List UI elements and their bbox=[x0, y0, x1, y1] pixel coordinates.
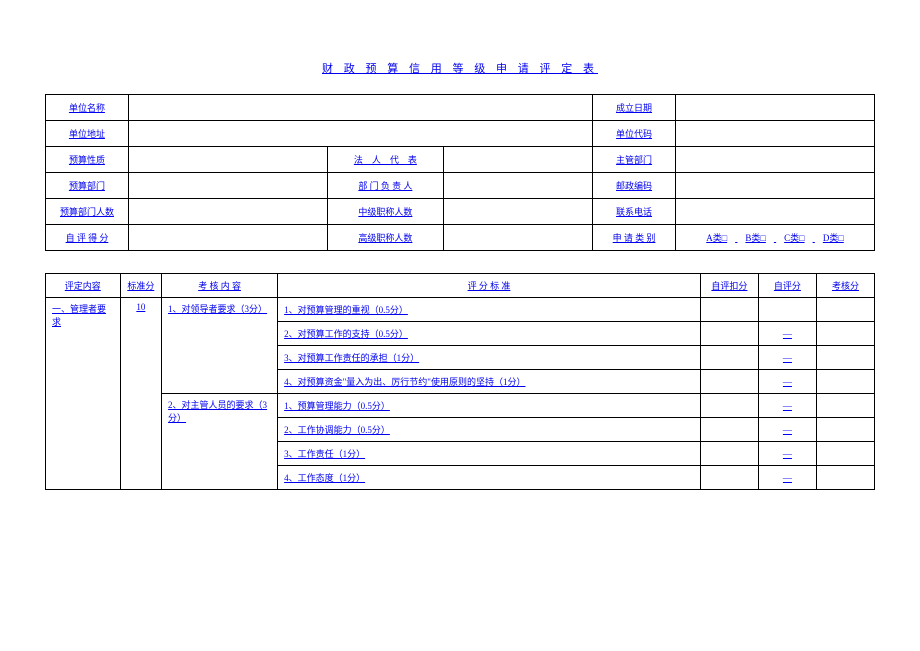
hdr-assess: 考 核 内 容 bbox=[162, 274, 278, 298]
label-budget-nature: 预算性质 bbox=[46, 147, 129, 173]
cell-deduct bbox=[700, 394, 758, 418]
label-apply-cat: 申 请 类 别 bbox=[593, 225, 676, 251]
label-dept-head: 部 门 负 责 人 bbox=[327, 173, 443, 199]
cell-check bbox=[816, 442, 874, 466]
value-apply-cat: A类□ B类□ C类□ D类□ bbox=[676, 225, 875, 251]
label-postal: 邮政编码 bbox=[593, 173, 676, 199]
hdr-stdscore: 标准分 bbox=[120, 274, 161, 298]
info-table: 单位名称 成立日期 单位地址 单位代码 预算性质 法 人 代 表 主管部门 预算… bbox=[45, 94, 875, 251]
cell-deduct bbox=[700, 370, 758, 394]
group2-label: 2、对主管人员的要求（3分） bbox=[162, 394, 278, 490]
cell-check bbox=[816, 346, 874, 370]
label-self-score: 自 评 得 分 bbox=[46, 225, 129, 251]
label-found-date: 成立日期 bbox=[593, 95, 676, 121]
cell-self: — bbox=[758, 418, 816, 442]
cell-check bbox=[816, 370, 874, 394]
label-dept-count: 预算部门人数 bbox=[46, 199, 129, 225]
cell-self: — bbox=[758, 394, 816, 418]
value-dept-count bbox=[128, 199, 327, 225]
hdr-checkscore: 考核分 bbox=[816, 274, 874, 298]
cell-deduct bbox=[700, 346, 758, 370]
cell-deduct bbox=[700, 418, 758, 442]
label-unit-name: 单位名称 bbox=[46, 95, 129, 121]
cell-self: — bbox=[758, 442, 816, 466]
g2-item3: 3、工作责任（1分） bbox=[278, 442, 701, 466]
value-unit-addr bbox=[128, 121, 592, 147]
cell-deduct bbox=[700, 466, 758, 490]
label-mid-title: 中级职称人数 bbox=[327, 199, 443, 225]
cell-self bbox=[758, 298, 816, 322]
cell-check bbox=[816, 418, 874, 442]
cell-deduct bbox=[700, 298, 758, 322]
opt-d: D类□ bbox=[823, 233, 844, 243]
label-supervisor: 主管部门 bbox=[593, 147, 676, 173]
opt-a: A类□ bbox=[706, 233, 727, 243]
hdr-deduct: 自评扣分 bbox=[700, 274, 758, 298]
value-legal-rep bbox=[443, 147, 592, 173]
value-self-score bbox=[128, 225, 327, 251]
hdr-criteria: 评 分 标 准 bbox=[278, 274, 701, 298]
cell-check bbox=[816, 394, 874, 418]
cell-check bbox=[816, 322, 874, 346]
value-found-date bbox=[676, 95, 875, 121]
value-senior-title bbox=[443, 225, 592, 251]
value-dept-head bbox=[443, 173, 592, 199]
opt-c: C类□ bbox=[784, 233, 804, 243]
label-phone: 联系电话 bbox=[593, 199, 676, 225]
label-unit-code: 单位代码 bbox=[593, 121, 676, 147]
eval-table: 评定内容 标准分 考 核 内 容 评 分 标 准 自评扣分 自评分 考核分 一、… bbox=[45, 273, 875, 490]
cell-deduct bbox=[700, 322, 758, 346]
value-postal bbox=[676, 173, 875, 199]
section-score: 10 bbox=[120, 298, 161, 490]
g1-item1: 1、对预算管理的重视（0.5分） bbox=[278, 298, 701, 322]
opt-b: B类□ bbox=[745, 233, 765, 243]
cell-self: — bbox=[758, 322, 816, 346]
cell-self: — bbox=[758, 370, 816, 394]
value-unit-code bbox=[676, 121, 875, 147]
hdr-selfscore: 自评分 bbox=[758, 274, 816, 298]
value-supervisor bbox=[676, 147, 875, 173]
cell-check bbox=[816, 298, 874, 322]
label-unit-addr: 单位地址 bbox=[46, 121, 129, 147]
cell-self: — bbox=[758, 466, 816, 490]
g2-item1: 1、预算管理能力（0.5分） bbox=[278, 394, 701, 418]
cell-self: — bbox=[758, 346, 816, 370]
g2-item4: 4、工作态度（1分） bbox=[278, 466, 701, 490]
value-unit-name bbox=[128, 95, 592, 121]
g2-item2: 2、工作协调能力（0.5分） bbox=[278, 418, 701, 442]
label-senior-title: 高级职称人数 bbox=[327, 225, 443, 251]
group1-label: 1、对领导者要求（3分） bbox=[162, 298, 278, 394]
value-budget-dept bbox=[128, 173, 327, 199]
page-title: 财 政 预 算 信 用 等 级 申 请 评 定 表 bbox=[45, 60, 875, 76]
g1-item2: 2、对预算工作的支持（0.5分） bbox=[278, 322, 701, 346]
cell-check bbox=[816, 466, 874, 490]
g1-item3: 3、对预算工作责任的承担（1分） bbox=[278, 346, 701, 370]
cell-deduct bbox=[700, 442, 758, 466]
value-mid-title bbox=[443, 199, 592, 225]
g1-item4: 4、对预算资金"量入为出、厉行节约"使用原则的坚持（1分） bbox=[278, 370, 701, 394]
value-budget-nature bbox=[128, 147, 327, 173]
label-budget-dept: 预算部门 bbox=[46, 173, 129, 199]
label-legal-rep: 法 人 代 表 bbox=[327, 147, 443, 173]
section-name: 一、管理者要求 bbox=[46, 298, 121, 490]
value-phone bbox=[676, 199, 875, 225]
hdr-content: 评定内容 bbox=[46, 274, 121, 298]
